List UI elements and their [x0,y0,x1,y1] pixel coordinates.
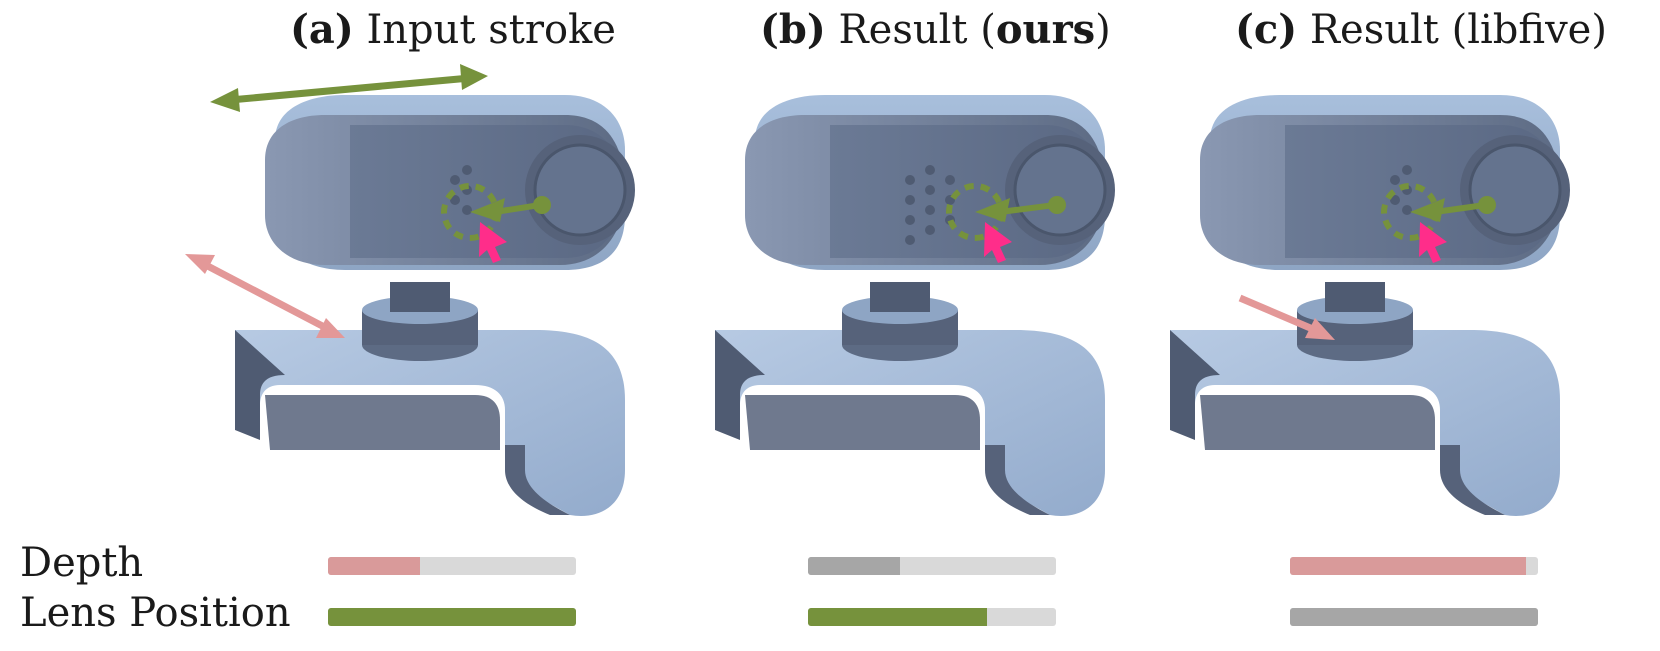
depth-fill-c [1290,557,1526,575]
panel-title-b: (b) Result (ours) [760,6,1111,53]
webcam-scenes [185,64,1572,518]
lens-fill-a [328,608,576,626]
depth-bar-b [808,557,1056,575]
width-arrow-a [210,64,488,112]
green-stroke-c [1434,202,1486,215]
depth-bar-c [1290,557,1538,575]
lens-bar-b [808,608,1056,626]
panel-letter-c: (c) [1235,6,1298,53]
green-arrowhead-c [1410,198,1445,222]
depth-fill-a [328,557,420,575]
panel-emph-b: ours [995,6,1096,53]
depth-arrow-c [1238,294,1335,340]
panel-letter-b: (b) [760,6,826,53]
panel-text-a: Input stroke [353,7,616,53]
lens-fill-c [1290,608,1538,626]
panel-letter-a: (a) [290,6,354,53]
stroke-dot-c [1478,196,1496,214]
lens-bar-c [1290,608,1538,626]
depth-fill-b [808,557,900,575]
speaker-holes-a [450,165,472,215]
lens-fill-b [808,608,987,626]
cursor-icon-b [984,222,1012,263]
scene-c [1168,93,1572,518]
panel-text-c: Result (libfive) [1297,7,1607,53]
panel-title-c: (c) Result (libfive) [1235,6,1607,53]
scene-b [713,93,1117,518]
green-stroke-b [999,202,1056,215]
depth-arrow-a [185,254,345,338]
green-arrowhead-a [470,198,505,222]
speaker-holes-b [905,165,955,245]
panel-text-b-end: ) [1095,7,1111,53]
speaker-holes-c [1390,165,1412,215]
cursor-icon-c [1419,222,1447,263]
panel-title-a: (a) Input stroke [290,6,616,53]
lens-bar-a [328,608,576,626]
depth-bar-a [328,557,576,575]
depth-label: Depth [20,540,144,586]
green-arrowhead-b [975,198,1010,222]
lens-position-label: Lens Position [20,590,291,636]
cursor-icon-a [479,222,507,263]
green-stroke-a [494,202,541,215]
stroke-dot-b [1048,196,1066,214]
stroke-dot-a [533,196,551,214]
panel-text-b: Result ( [825,7,996,53]
scene-a [233,93,637,518]
